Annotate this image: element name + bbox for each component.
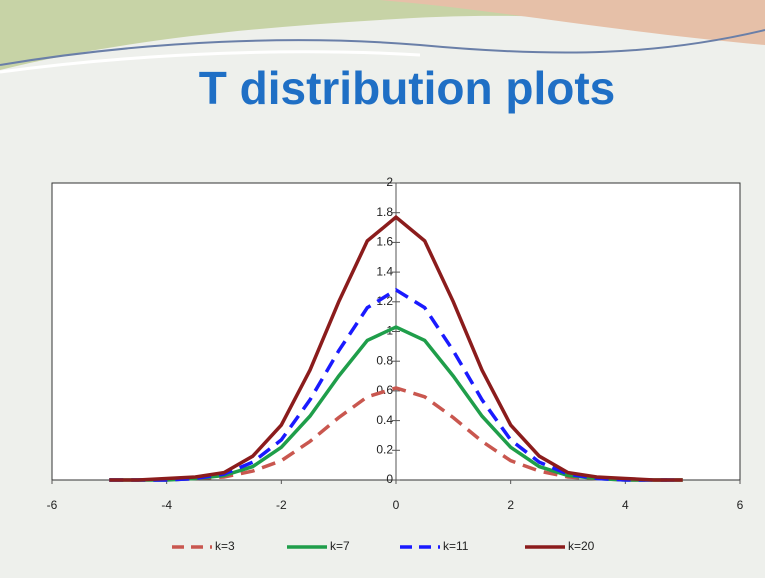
y-tick-label: 1.6 — [376, 235, 393, 249]
y-tick-label: 0.2 — [376, 442, 393, 456]
y-tick-label: 1.8 — [376, 205, 393, 219]
slide: T distribution plots 00.20.40.60.811.21.… — [0, 0, 765, 578]
y-tick-label: 1.4 — [376, 264, 393, 278]
legend-label: k=7 — [330, 539, 350, 553]
y-tick-label: 0.8 — [376, 353, 393, 367]
x-tick-label: 4 — [622, 498, 629, 512]
x-tick-label: 0 — [393, 498, 400, 512]
legend-label: k=3 — [215, 539, 235, 553]
legend-label: k=20 — [568, 539, 595, 553]
x-tick-label: 6 — [737, 498, 744, 512]
page: {"chart_data": {"type": "line", "title":… — [0, 0, 765, 578]
y-tick-label: 0.4 — [376, 413, 393, 427]
x-tick-label: -6 — [47, 498, 58, 512]
x-tick-label: -4 — [161, 498, 172, 512]
x-tick-label: -2 — [276, 498, 287, 512]
x-tick-label: 2 — [507, 498, 514, 512]
legend-label: k=11 — [443, 539, 469, 553]
y-tick-label: 0 — [386, 472, 393, 486]
chart-title: T distribution plots — [199, 62, 616, 114]
y-tick-label: 2 — [386, 175, 393, 189]
